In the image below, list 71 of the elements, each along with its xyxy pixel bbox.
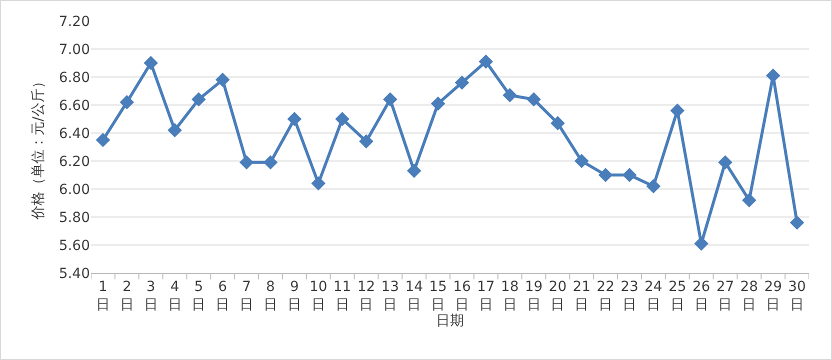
point <box>263 155 278 170</box>
point <box>622 168 637 182</box>
x-tick-label: 7日 <box>240 278 254 313</box>
x-tick-label: 8日 <box>264 278 278 313</box>
y-tick-label: 6.20 <box>58 154 90 170</box>
point <box>96 132 110 148</box>
point <box>646 179 661 194</box>
x-tick-label: 29日 <box>764 278 782 313</box>
point <box>406 164 422 178</box>
y-tick-label: 5.40 <box>58 266 90 282</box>
point <box>550 116 565 130</box>
y-tick-label: 5.80 <box>58 210 90 226</box>
y-axis-title: 价格（单位：元/公斤） <box>30 74 46 220</box>
point <box>430 96 446 111</box>
y-tick-label: 6.80 <box>58 70 90 86</box>
point <box>359 134 374 149</box>
x-tick-label: 21日 <box>572 278 591 313</box>
x-tick-label: 18日 <box>500 278 519 313</box>
point <box>120 95 134 110</box>
x-axis-title: 日期 <box>436 313 464 329</box>
point <box>478 54 494 69</box>
point <box>287 112 302 126</box>
x-tick-label: 2日 <box>120 278 134 313</box>
x-tick-label: 22日 <box>596 278 614 313</box>
x-tick-label: 28日 <box>740 278 758 313</box>
point <box>215 72 230 87</box>
point <box>694 236 708 251</box>
point <box>383 92 398 107</box>
point <box>502 88 517 102</box>
x-tick-label: 27日 <box>716 278 734 313</box>
point <box>168 123 182 138</box>
point <box>670 103 685 118</box>
x-tick-label: 6日 <box>216 278 230 313</box>
x-tick-label: 26日 <box>692 278 710 313</box>
point <box>742 193 756 208</box>
x-tick-label: 11日 <box>333 278 352 313</box>
point <box>192 92 206 107</box>
point <box>311 176 326 191</box>
x-tick-label: 14日 <box>405 278 424 313</box>
x-tick-label: 15日 <box>429 278 447 313</box>
x-tick-label: 5日 <box>192 278 206 313</box>
x-tick-label: 19日 <box>524 278 543 313</box>
y-tick-label: 7.00 <box>58 42 90 58</box>
x-tick-label: 30日 <box>788 278 806 313</box>
point <box>454 75 470 90</box>
x-tick-label: 10日 <box>309 278 328 313</box>
y-tick-label: 5.60 <box>58 238 90 254</box>
point <box>526 92 541 107</box>
x-tick-label: 16日 <box>453 278 471 313</box>
point <box>335 112 350 126</box>
x-tick-label: 13日 <box>381 278 400 313</box>
x-tick-label: 17日 <box>476 278 495 313</box>
y-tick-label: 6.60 <box>58 98 90 114</box>
x-tick-label: 9日 <box>287 278 302 313</box>
point <box>790 215 804 230</box>
point <box>598 168 613 182</box>
x-tick-label: 1日 <box>96 278 110 313</box>
point <box>144 56 158 70</box>
x-tick-label: 3日 <box>144 278 158 313</box>
y-tick-label: 6.40 <box>58 126 90 142</box>
y-tick-label: 6.00 <box>58 182 90 198</box>
x-tick-label: 24日 <box>644 278 662 313</box>
point <box>718 155 732 170</box>
point <box>574 154 589 168</box>
x-tick-label: 4日 <box>168 278 182 313</box>
point <box>239 155 254 170</box>
y-tick-label: 7.20 <box>58 14 90 30</box>
x-tick-label: 12日 <box>357 278 376 313</box>
x-tick-label: 20日 <box>548 278 567 313</box>
x-tick-label: 23日 <box>620 278 638 313</box>
x-tick-label: 25日 <box>668 278 686 313</box>
